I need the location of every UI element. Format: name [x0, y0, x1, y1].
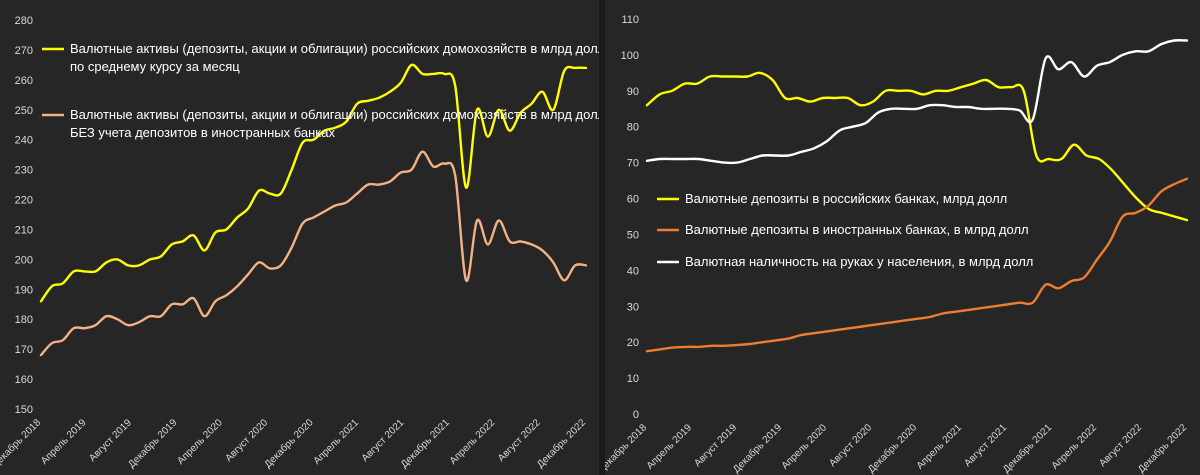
right-y-tick-label: 0 [633, 409, 639, 421]
right-x-tick-label: Декабрь 2021 [1000, 421, 1054, 475]
left-y-tick-label: 150 [15, 404, 33, 416]
right-y-tick-label: 110 [621, 14, 639, 26]
left-chart-panel: 150 160 170 180 190 200 210 220 230 240 250 260 270 2… [0, 0, 599, 475]
right-x-tick-label: Апрель 2020 [780, 422, 830, 472]
right-x-tick-label: Август 2022 [1097, 422, 1144, 469]
right-x-tick-label: Август 2020 [827, 422, 874, 469]
left-y-tick-label: 220 [15, 195, 33, 207]
right-chart-panel: 0 10 20 30 40 50 60 70 80 90 100 110 Декабрь 2018 Апр… [605, 0, 1200, 475]
right-x-tick-label: Август 2021 [962, 422, 1009, 469]
left-x-tick-label: Август 2022 [496, 417, 543, 464]
left-x-tick-label: Август 2020 [223, 417, 270, 464]
right-legend-label-2: Валютные депозиты в иностранных банках, … [685, 222, 1029, 237]
left-x-tick-label: Декабрь 2022 [534, 416, 588, 470]
left-y-tick-label: 280 [15, 15, 33, 27]
right-x-tick-label: Декабрь 2020 [865, 421, 919, 475]
left-x-tick-label: Декабрь 2018 [0, 416, 43, 470]
right-y-tick-label: 100 [621, 50, 639, 62]
left-line-chart: 150 160 170 180 190 200 210 220 230 240 250 260 270 2… [0, 15, 599, 470]
left-y-tick-label: 240 [15, 135, 33, 147]
left-x-tick-label: Декабрь 2021 [398, 416, 452, 470]
right-y-tick-label: 40 [627, 265, 639, 277]
right-x-tick-label: Декабрь 2018 [605, 421, 649, 475]
right-y-tick-label: 50 [627, 229, 639, 241]
left-y-tick-label: 270 [15, 45, 33, 57]
left-x-tick-label: Декабрь 2019 [126, 416, 180, 470]
left-y-tick-label: 230 [15, 165, 33, 177]
right-series-line-3 [645, 39, 1189, 165]
right-y-tick-label: 90 [627, 86, 639, 98]
left-x-tick-label: Август 2019 [87, 417, 134, 464]
left-x-tick-label: Апрель 2022 [448, 417, 498, 467]
left-legend-label-1: по среднему курсу за месяц [70, 59, 240, 74]
left-x-tick-label: Апрель 2019 [39, 417, 89, 467]
left-y-tick-label: 250 [15, 105, 33, 117]
right-y-tick-label: 20 [627, 337, 639, 349]
right-y-tick-label: 60 [627, 194, 639, 206]
left-y-tick-label: 160 [15, 374, 33, 386]
left-y-tick-label: 200 [15, 254, 33, 266]
left-series-line-2 [39, 150, 588, 357]
left-y-tick-label: 190 [15, 284, 33, 296]
right-x-tick-label: Апрель 2022 [1050, 422, 1100, 472]
right-legend-label-1: Валютные депозиты в российских банках, м… [685, 191, 1007, 206]
left-x-tick-label: Апрель 2020 [175, 417, 225, 467]
right-x-tick-label: Декабрь 2022 [1135, 421, 1189, 475]
right-y-tick-label: 30 [627, 301, 639, 313]
left-x-tick-label: Август 2021 [360, 417, 407, 464]
right-x-tick-label: Апрель 2021 [915, 422, 965, 472]
right-y-tick-label: 80 [627, 122, 639, 134]
left-y-tick-label: 170 [15, 344, 33, 356]
left-legend-label-2: БЕЗ учета депозитов в иностранных банках [70, 125, 335, 140]
left-y-tick-label: 260 [15, 75, 33, 87]
left-legend-label-2: Валютные активы (депозиты, акции и облиг… [70, 107, 599, 122]
left-y-tick-label: 180 [15, 314, 33, 326]
left-series-line-1 [39, 63, 588, 303]
left-y-tick-label: 210 [15, 224, 33, 236]
right-x-tick-label: Апрель 2019 [645, 422, 695, 472]
right-x-tick-label: Август 2019 [692, 422, 739, 469]
left-x-tick-label: Декабрь 2020 [262, 416, 316, 470]
right-y-tick-label: 10 [627, 373, 639, 385]
right-x-tick-label: Декабрь 2019 [730, 421, 784, 475]
right-series-line-1 [645, 71, 1189, 222]
right-legend-label-3: Валютная наличность на руках у населения… [685, 254, 1033, 269]
left-x-tick-label: Апрель 2021 [312, 417, 362, 467]
right-y-tick-label: 70 [627, 158, 639, 170]
right-series-line-2 [645, 177, 1189, 353]
left-legend-label-1: Валютные активы (депозиты, акции и облиг… [70, 41, 599, 56]
